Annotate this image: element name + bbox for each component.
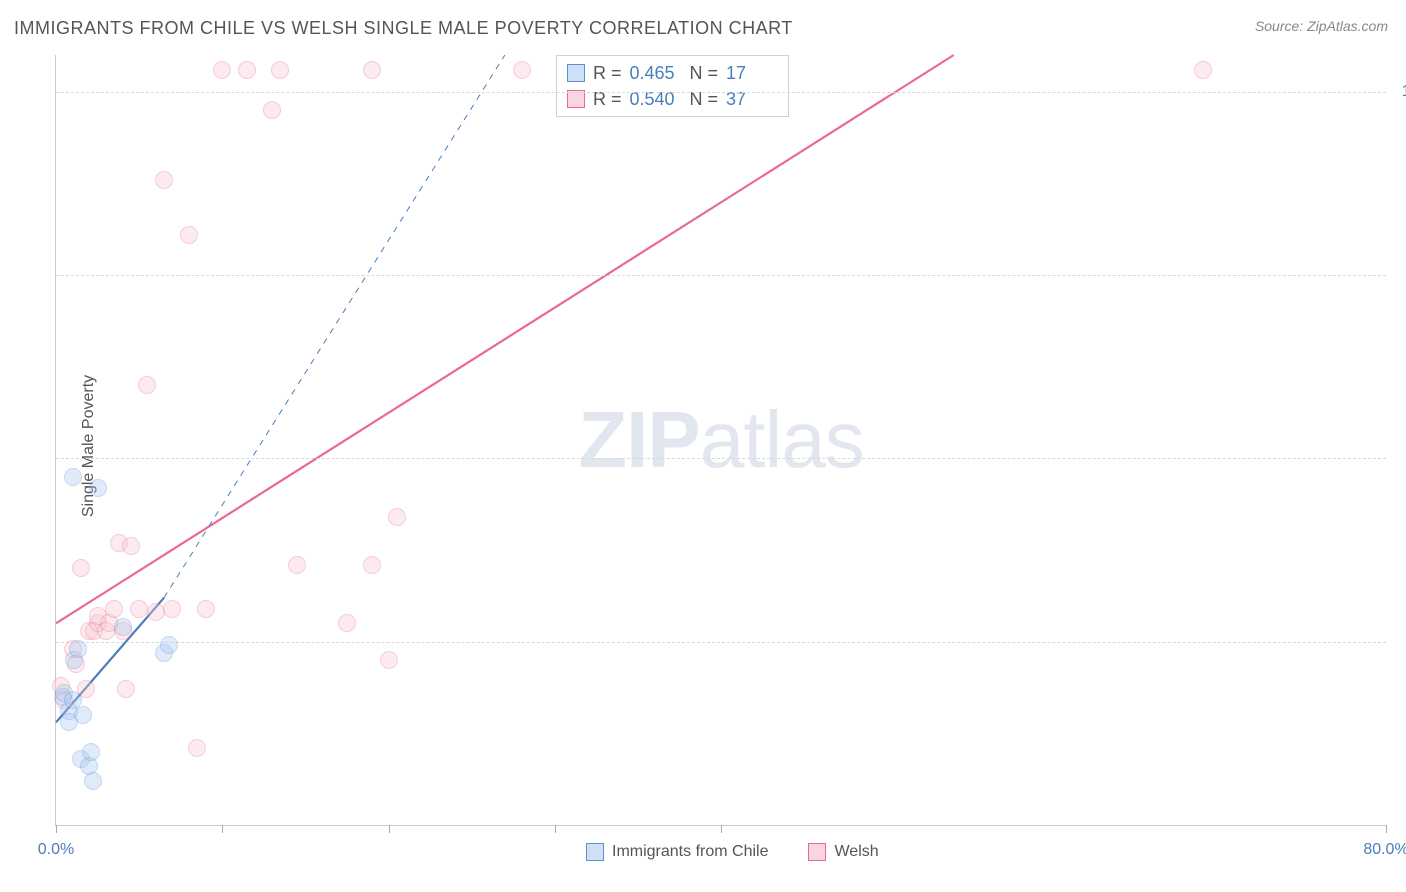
scatter-point-welsh bbox=[513, 61, 531, 79]
scatter-point-welsh bbox=[238, 61, 256, 79]
welsh-label: Welsh bbox=[834, 843, 878, 861]
scatter-point-welsh bbox=[130, 600, 148, 618]
chile-r-value: 0.465 bbox=[630, 60, 682, 86]
x-tick bbox=[1386, 825, 1387, 833]
scatter-point-chile bbox=[64, 468, 82, 486]
source-label: Source: ZipAtlas.com bbox=[1255, 18, 1388, 34]
chile-n-value: 17 bbox=[726, 60, 778, 86]
scatter-point-welsh bbox=[213, 61, 231, 79]
legend-stats-row: R = 0.540 N = 37 bbox=[567, 86, 778, 112]
scatter-point-chile bbox=[114, 618, 132, 636]
x-tick bbox=[56, 825, 57, 833]
scatter-point-welsh bbox=[1194, 61, 1212, 79]
r-label: R = bbox=[593, 86, 622, 112]
x-tick bbox=[555, 825, 556, 833]
scatter-point-welsh bbox=[197, 600, 215, 618]
chart-title: IMMIGRANTS FROM CHILE VS WELSH SINGLE MA… bbox=[14, 18, 793, 39]
y-tick-label: 75.0% bbox=[1396, 266, 1406, 284]
x-tick-label: 0.0% bbox=[38, 841, 74, 859]
gridline bbox=[56, 92, 1386, 93]
scatter-point-chile bbox=[69, 640, 87, 658]
y-tick-label: 100.0% bbox=[1396, 83, 1406, 101]
scatter-point-chile bbox=[74, 706, 92, 724]
welsh-r-value: 0.540 bbox=[630, 86, 682, 112]
legend-stats-row: R = 0.465 N = 17 bbox=[567, 60, 778, 86]
scatter-point-welsh bbox=[380, 651, 398, 669]
scatter-point-chile bbox=[82, 743, 100, 761]
welsh-n-value: 37 bbox=[726, 86, 778, 112]
plot-area: ZIPatlas R = 0.465 N = 17 R = 0.540 N = … bbox=[55, 55, 1386, 826]
scatter-point-welsh bbox=[117, 680, 135, 698]
gridline bbox=[56, 642, 1386, 643]
scatter-point-welsh bbox=[338, 614, 356, 632]
legend-series: Immigrants from Chile Welsh bbox=[586, 843, 879, 861]
scatter-point-welsh bbox=[363, 556, 381, 574]
welsh-swatch-icon bbox=[567, 90, 585, 108]
y-tick-label: 50.0% bbox=[1396, 449, 1406, 467]
scatter-point-welsh bbox=[72, 559, 90, 577]
n-label: N = bbox=[690, 60, 719, 86]
scatter-point-chile bbox=[89, 479, 107, 497]
watermark: ZIPatlas bbox=[578, 394, 863, 486]
scatter-point-welsh bbox=[180, 226, 198, 244]
scatter-point-welsh bbox=[263, 101, 281, 119]
correlation-chart: IMMIGRANTS FROM CHILE VS WELSH SINGLE MA… bbox=[0, 0, 1406, 892]
chile-swatch-icon bbox=[586, 843, 604, 861]
legend-stats: R = 0.465 N = 17 R = 0.540 N = 37 bbox=[556, 55, 789, 117]
scatter-point-welsh bbox=[388, 508, 406, 526]
watermark-atlas: atlas bbox=[700, 395, 864, 484]
x-tick bbox=[721, 825, 722, 833]
watermark-zip: ZIP bbox=[578, 395, 699, 484]
welsh-swatch-icon bbox=[808, 843, 826, 861]
scatter-point-welsh bbox=[188, 739, 206, 757]
x-tick-label: 80.0% bbox=[1363, 841, 1406, 859]
scatter-point-welsh bbox=[122, 537, 140, 555]
gridline bbox=[56, 458, 1386, 459]
scatter-point-chile bbox=[160, 636, 178, 654]
scatter-point-welsh bbox=[363, 61, 381, 79]
scatter-point-welsh bbox=[147, 603, 165, 621]
scatter-point-welsh bbox=[138, 376, 156, 394]
x-tick bbox=[222, 825, 223, 833]
scatter-point-chile bbox=[84, 772, 102, 790]
gridline bbox=[56, 275, 1386, 276]
chile-label: Immigrants from Chile bbox=[612, 843, 768, 861]
chile-swatch-icon bbox=[567, 64, 585, 82]
legend-item-chile: Immigrants from Chile bbox=[586, 843, 768, 861]
trendlines-svg bbox=[56, 55, 1386, 825]
scatter-point-welsh bbox=[271, 61, 289, 79]
scatter-point-welsh bbox=[155, 171, 173, 189]
y-tick-label: 25.0% bbox=[1396, 633, 1406, 651]
scatter-point-welsh bbox=[288, 556, 306, 574]
x-tick bbox=[389, 825, 390, 833]
r-label: R = bbox=[593, 60, 622, 86]
legend-item-welsh: Welsh bbox=[808, 843, 878, 861]
n-label: N = bbox=[690, 86, 719, 112]
scatter-point-welsh bbox=[163, 600, 181, 618]
scatter-point-welsh bbox=[105, 600, 123, 618]
